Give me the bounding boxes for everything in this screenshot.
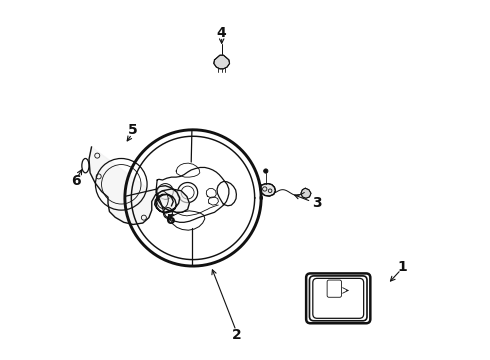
Text: 6: 6 — [165, 213, 174, 227]
Polygon shape — [301, 188, 311, 198]
Text: 1: 1 — [398, 260, 408, 274]
Text: 5: 5 — [128, 123, 138, 137]
Text: 6: 6 — [71, 174, 80, 188]
Text: 4: 4 — [217, 26, 226, 40]
Polygon shape — [89, 147, 190, 225]
Text: 2: 2 — [232, 328, 242, 342]
Circle shape — [264, 169, 268, 173]
Text: 3: 3 — [312, 196, 321, 210]
Polygon shape — [260, 184, 275, 196]
Polygon shape — [214, 55, 230, 69]
